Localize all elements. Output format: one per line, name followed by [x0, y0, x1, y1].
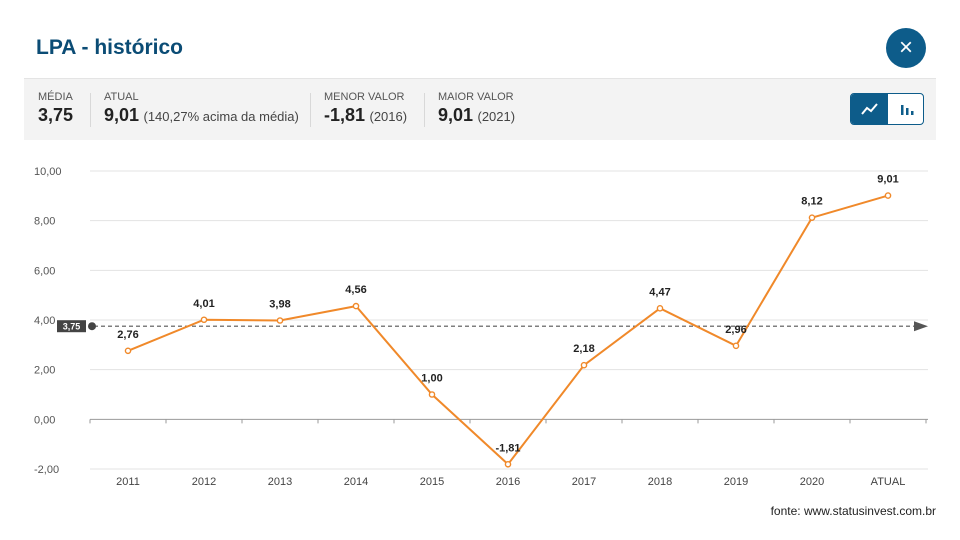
average-label-box: [57, 320, 86, 333]
average-arrow-icon: [914, 321, 928, 332]
y-tick-label: 6,00: [34, 265, 55, 277]
x-tick-label: 2020: [800, 476, 824, 488]
x-tick-label: 2013: [268, 476, 292, 488]
stat-media-label: MÉDIA: [38, 91, 73, 103]
stat-maior-label: MAIOR VALOR: [438, 91, 514, 103]
series-line: [127, 194, 889, 466]
x-tick-label: 2012: [192, 476, 216, 488]
data-label: 3,98: [269, 298, 290, 310]
stat-maior: MAIOR VALOR 9,01 (2021): [438, 91, 515, 126]
y-tick-label: 10,00: [34, 166, 62, 178]
header: LPA - histórico ×: [24, 16, 936, 78]
data-label: 8,12: [801, 196, 822, 208]
x-tick-label: 2019: [724, 476, 748, 488]
stat-atual-value: 9,01: [104, 105, 140, 125]
data-label: 2,18: [573, 343, 594, 355]
average-label: 3,75: [63, 322, 81, 332]
x-tick-label: 2018: [648, 476, 672, 488]
y-tick-label: 8,00: [34, 216, 55, 228]
data-point: [276, 317, 284, 324]
data-label: 2,96: [725, 324, 746, 336]
stat-menor-value: -1,81: [324, 105, 366, 125]
stat-media: MÉDIA 3,75: [38, 91, 73, 126]
bar-chart-button[interactable]: [888, 94, 923, 124]
x-tick-label: 2017: [572, 476, 596, 488]
data-point: [580, 361, 588, 369]
divider: [310, 93, 311, 127]
x-tick-label: 2016: [496, 476, 520, 488]
close-icon: ×: [898, 34, 913, 61]
data-label: 9,01: [877, 174, 898, 186]
bar-chart-icon: [900, 105, 913, 115]
line-chart-button[interactable]: [851, 94, 888, 124]
data-point: [124, 347, 132, 355]
stat-maior-value: 9,01: [438, 105, 474, 125]
stat-menor: MENOR VALOR -1,81 (2016): [324, 91, 407, 126]
divider: [424, 93, 425, 127]
chart-area: 10,00 8,00 6,00 4,00 2,00 0,00 -2,00 2011 2012 20…: [24, 140, 936, 522]
stat-atual-label: ATUAL: [104, 91, 139, 103]
divider: [90, 93, 91, 127]
data-label: 4,47: [649, 286, 670, 298]
average-marker: [88, 322, 96, 331]
data-label: 2,76: [117, 329, 138, 341]
source-note: fonte: www.statusinvest.com.br: [770, 504, 936, 518]
y-tick-label: 4,00: [34, 315, 55, 327]
data-label: 4,01: [193, 298, 214, 310]
stat-media-value: 3,75: [38, 105, 74, 125]
stat-atual: ATUAL 9,01 (140,27% acima da média): [104, 91, 299, 126]
page-title: LPA - histórico: [36, 36, 183, 59]
x-tick-label: 2011: [116, 476, 140, 488]
x-tick-label: 2014: [344, 476, 368, 488]
line-chart-icon: [860, 103, 878, 115]
data-point: [504, 460, 512, 468]
x-tick-label: ATUAL: [871, 476, 906, 488]
data-point: [808, 214, 816, 221]
data-point: [428, 391, 436, 398]
data-point: [656, 305, 664, 312]
y-tick-label: 0,00: [34, 414, 55, 426]
data-point: [884, 192, 892, 199]
lpa-history-card: LPA - histórico × MÉDIA 3,75 ATUAL 9,01 …: [24, 16, 936, 522]
data-point: [732, 342, 740, 350]
y-tick-label: 2,00: [34, 365, 55, 377]
stat-menor-label: MENOR VALOR: [324, 91, 405, 103]
data-label: 4,56: [345, 284, 366, 296]
stat-atual-extra: (140,27% acima da média): [143, 109, 299, 124]
data-label: 1,00: [421, 373, 442, 385]
chart-type-toggle: [850, 93, 924, 125]
data-label: -1,81: [495, 442, 520, 454]
x-tick-label: 2015: [420, 476, 444, 488]
stat-menor-extra: (2016): [369, 109, 408, 124]
close-button[interactable]: ×: [886, 28, 926, 68]
data-point: [200, 316, 208, 324]
summary-bar: MÉDIA 3,75 ATUAL 9,01 (140,27% acima da …: [24, 78, 936, 140]
y-tick-label: -2,00: [34, 464, 59, 476]
data-point: [352, 302, 360, 310]
stat-maior-extra: (2021): [477, 109, 516, 124]
lpa-line-chart: 10,00 8,00 6,00 4,00 2,00 0,00 -2,00 2011 2012 20…: [34, 166, 928, 488]
